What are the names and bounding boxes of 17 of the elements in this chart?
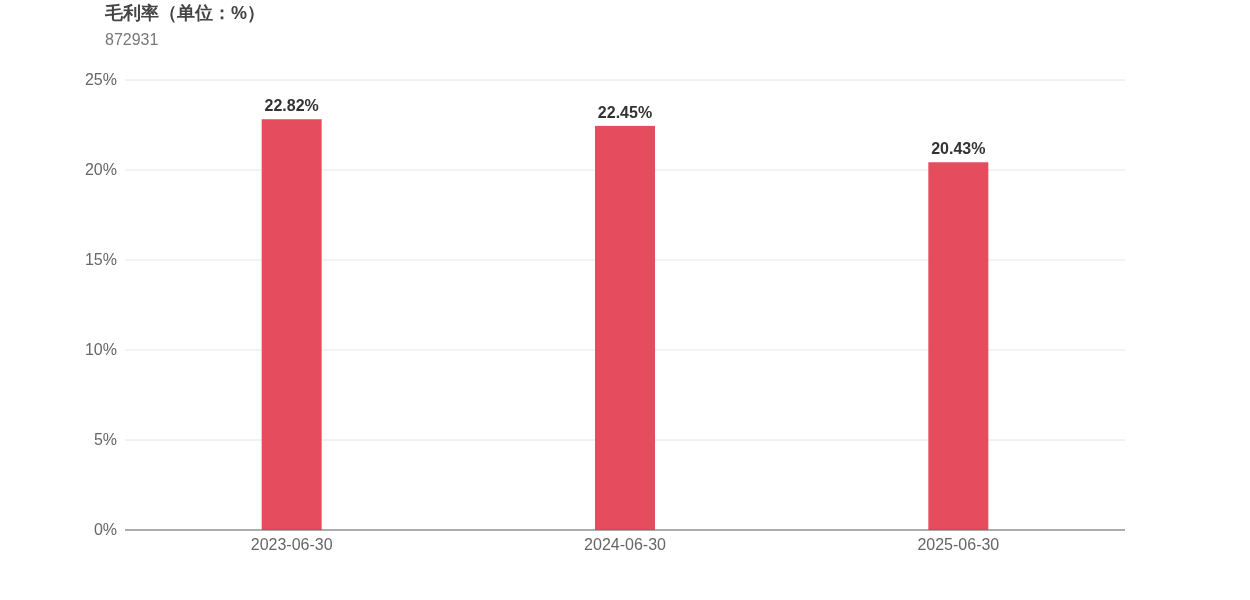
data-label: 22.82% [264, 97, 319, 115]
chart-title: 毛利率（单位：%） [104, 3, 266, 23]
y-tick-label: 5% [93, 431, 117, 448]
y-tick-label: 25% [84, 71, 117, 88]
data-label: 20.43% [931, 140, 986, 158]
y-tick-label: 0% [93, 521, 117, 538]
x-tick-label: 2023-06-30 [250, 536, 333, 553]
data-label: 22.45% [597, 103, 653, 121]
y-tick-label: 10% [84, 341, 117, 358]
bar [928, 162, 989, 530]
x-tick-label: 2025-06-30 [917, 536, 1000, 553]
chart-subtitle: 872931 [105, 31, 159, 48]
bar [595, 125, 655, 530]
x-tick-label: 2024-06-30 [584, 536, 667, 553]
bar [261, 119, 322, 530]
y-tick-label: 15% [84, 251, 117, 268]
y-tick-label: 20% [84, 161, 117, 178]
